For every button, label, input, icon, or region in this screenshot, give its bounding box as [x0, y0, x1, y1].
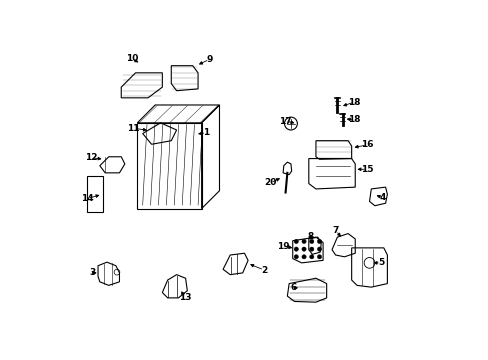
Circle shape: [309, 239, 313, 244]
Text: 4: 4: [379, 193, 386, 202]
Text: 13: 13: [179, 293, 191, 302]
Circle shape: [317, 255, 321, 259]
Text: 17: 17: [278, 117, 291, 126]
Circle shape: [294, 247, 298, 251]
Text: 8: 8: [306, 232, 313, 241]
Text: 3: 3: [89, 268, 96, 277]
Text: 11: 11: [127, 124, 140, 133]
Text: 20: 20: [264, 178, 276, 187]
Circle shape: [294, 255, 298, 259]
Text: 15: 15: [360, 165, 372, 174]
Text: 10: 10: [125, 54, 138, 63]
Circle shape: [309, 255, 313, 259]
Circle shape: [294, 239, 298, 244]
Text: 14: 14: [81, 194, 93, 203]
Circle shape: [301, 239, 305, 244]
Text: 5: 5: [377, 258, 383, 267]
Circle shape: [317, 239, 321, 244]
Circle shape: [301, 255, 305, 259]
Text: 6: 6: [290, 283, 296, 292]
Circle shape: [309, 247, 313, 251]
Text: 12: 12: [85, 153, 98, 162]
Text: 1: 1: [203, 129, 209, 138]
Circle shape: [317, 247, 321, 251]
Circle shape: [301, 247, 305, 251]
Text: 7: 7: [332, 226, 339, 235]
Text: 18: 18: [347, 98, 360, 107]
Text: 19: 19: [277, 242, 289, 251]
Text: 18: 18: [347, 116, 360, 125]
Text: 2: 2: [261, 266, 267, 275]
Text: 9: 9: [206, 55, 212, 64]
Text: 16: 16: [360, 140, 372, 149]
